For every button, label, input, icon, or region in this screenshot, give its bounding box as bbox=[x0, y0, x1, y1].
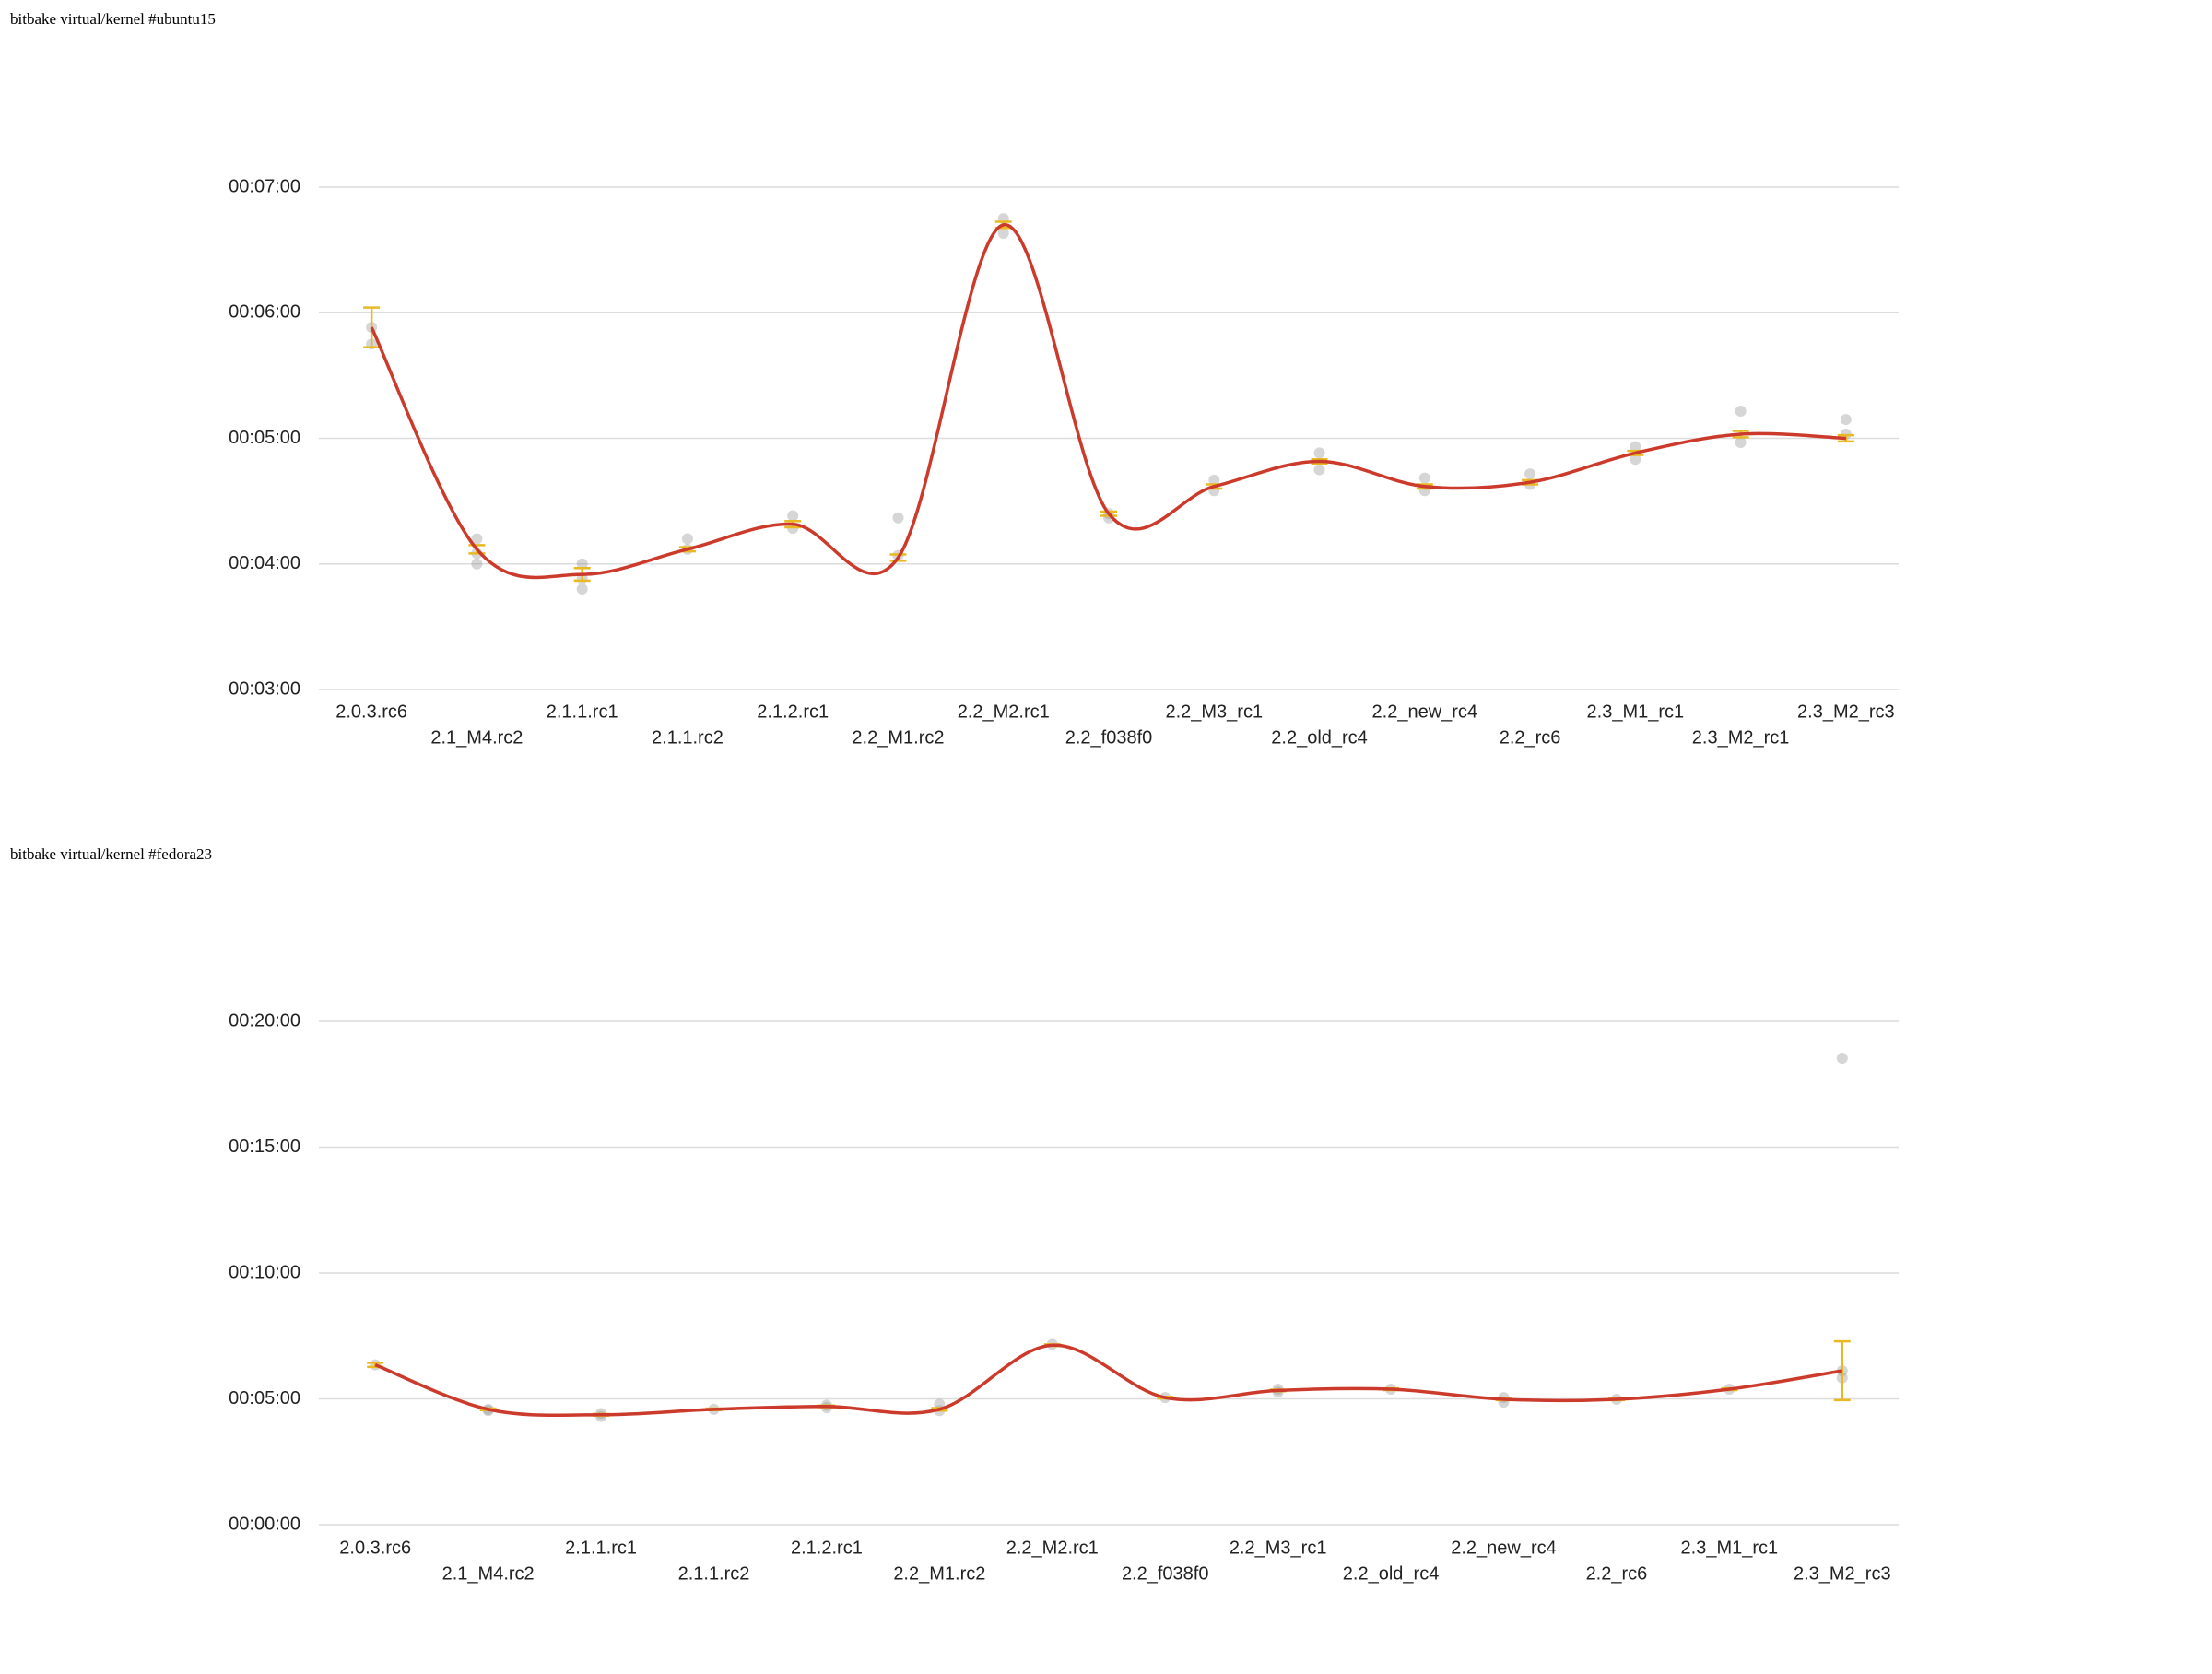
x-tick-label: 2.2_new_rc4 bbox=[1372, 701, 1478, 722]
y-tick-label: 00:05:00 bbox=[229, 428, 300, 448]
sample-dot bbox=[681, 533, 693, 545]
x-tick-label: 2.1.2.rc1 bbox=[757, 701, 829, 722]
sample-dot bbox=[1630, 454, 1641, 466]
error-bar bbox=[363, 306, 381, 348]
x-tick-label: 2.2_old_rc4 bbox=[1271, 727, 1368, 748]
y-tick-label: 00:10:00 bbox=[229, 1262, 300, 1282]
chart-title: bitbake virtual/kernel #ubuntu15 bbox=[10, 10, 216, 28]
sample-dot bbox=[787, 510, 799, 522]
sample-dot bbox=[1735, 405, 1747, 417]
y-tick-label: 00:20:00 bbox=[229, 1010, 300, 1031]
mean-line bbox=[374, 1343, 1843, 1418]
x-tick-label: 2.2_new_rc4 bbox=[1451, 1538, 1557, 1558]
chart-title: bitbake virtual/kernel #fedora23 bbox=[10, 845, 212, 863]
y-tick-label: 00:00:00 bbox=[229, 1514, 300, 1534]
sample-dot bbox=[1418, 472, 1430, 484]
sample-dot bbox=[1836, 1053, 1848, 1065]
sample-dot bbox=[1524, 468, 1536, 480]
y-tick-label: 00:06:00 bbox=[229, 302, 300, 323]
x-tick-label: 2.0.3.rc6 bbox=[335, 701, 407, 722]
chart: bitbake virtual/kernel #fedora23 00:00:00… bbox=[10, 845, 1899, 1584]
x-tick-label: 2.2_rc6 bbox=[1586, 1563, 1648, 1584]
y-tick-label: 00:15:00 bbox=[229, 1137, 300, 1157]
x-tick-label: 2.2_old_rc4 bbox=[1343, 1563, 1440, 1584]
x-tick-label: 2.2_M1.rc2 bbox=[852, 727, 944, 748]
x-tick-label: 2.2_rc6 bbox=[1500, 727, 1561, 748]
sample-dot bbox=[471, 558, 483, 570]
sample-dot bbox=[1840, 414, 1852, 426]
sample-dot bbox=[1313, 464, 1325, 476]
x-tick-label: 2.2_M3_rc1 bbox=[1230, 1538, 1327, 1558]
x-tick-label: 2.3_M2_rc1 bbox=[1692, 727, 1790, 748]
y-tick-label: 00:05:00 bbox=[229, 1388, 300, 1409]
x-tick-label: 2.2_f038f0 bbox=[1122, 1563, 1209, 1584]
x-tick-label: 2.3_M2_rc3 bbox=[1794, 1563, 1891, 1584]
x-tick-label: 2.3_M1_rc1 bbox=[1587, 701, 1685, 722]
chart: bitbake virtual/kernel #ubuntu15 00:03:00… bbox=[10, 10, 1899, 748]
mean-line bbox=[370, 223, 1846, 580]
x-tick-label: 2.1.1.rc2 bbox=[678, 1563, 750, 1584]
sample-dot bbox=[1313, 447, 1325, 459]
x-tick-label: 2.1.2.rc1 bbox=[791, 1538, 863, 1558]
sample-dot bbox=[997, 227, 1009, 239]
y-tick-label: 00:04:00 bbox=[229, 553, 300, 573]
x-tick-label: 2.1.1.rc1 bbox=[547, 701, 618, 722]
x-tick-label: 2.3_M2_rc3 bbox=[1797, 701, 1895, 722]
sample-dot bbox=[471, 533, 483, 545]
x-tick-label: 2.1.1.rc2 bbox=[652, 727, 724, 748]
sample-dot bbox=[892, 512, 904, 524]
x-tick-label: 2.2_M3_rc1 bbox=[1165, 701, 1263, 722]
x-tick-label: 2.1.1.rc1 bbox=[565, 1538, 637, 1558]
sample-dot bbox=[1208, 474, 1220, 486]
x-tick-label: 2.3_M1_rc1 bbox=[1681, 1538, 1779, 1558]
x-tick-label: 2.1_M4.rc2 bbox=[430, 727, 523, 748]
sample-dot bbox=[1630, 441, 1641, 453]
sample-dot bbox=[576, 584, 588, 595]
sample-dot bbox=[1735, 437, 1747, 449]
x-tick-label: 2.2_M2.rc1 bbox=[1006, 1538, 1099, 1558]
y-tick-label: 00:07:00 bbox=[229, 176, 300, 196]
x-tick-label: 2.2_f038f0 bbox=[1065, 727, 1153, 748]
x-tick-label: 2.2_M1.rc2 bbox=[893, 1563, 985, 1584]
sample-dot bbox=[576, 558, 588, 570]
x-tick-label: 2.1_M4.rc2 bbox=[442, 1563, 535, 1584]
y-tick-label: 00:03:00 bbox=[229, 678, 300, 699]
x-tick-label: 2.0.3.rc6 bbox=[339, 1538, 411, 1558]
x-tick-label: 2.2_M2.rc1 bbox=[958, 701, 1050, 722]
